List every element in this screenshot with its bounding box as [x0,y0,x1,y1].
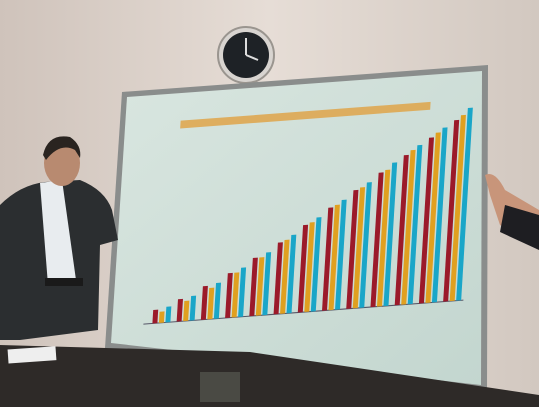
bar [443,119,460,302]
bar [286,234,297,314]
bar [280,239,290,314]
bar [152,309,159,324]
bar [249,257,258,317]
bar [225,272,233,318]
bar [255,257,265,316]
bar [273,242,283,315]
bar [376,169,391,307]
bar [262,252,272,316]
bar [401,149,416,305]
bar [346,189,359,309]
bar [158,311,165,323]
bar [304,222,315,313]
bar [189,295,197,321]
bar [310,217,322,312]
bar [231,272,240,318]
bar [238,267,247,318]
bar [165,306,172,323]
bar [213,282,222,319]
bar [394,154,409,306]
bar [425,132,441,303]
bar [183,300,190,322]
bar [431,127,448,303]
bar [207,287,215,320]
bar [418,137,435,304]
title-scribble [180,101,431,129]
bar [176,298,183,322]
bar [322,207,334,311]
bar [352,187,366,309]
bar [328,204,340,311]
bar [456,107,473,301]
bar [449,114,466,302]
right-hand [485,174,539,250]
table [0,345,539,407]
bar [370,172,384,308]
presenter [0,136,118,340]
bar [407,144,423,305]
bar [335,199,347,310]
wall-clock [217,26,275,84]
bar [359,182,372,308]
bar [383,162,398,307]
board-chart [143,101,473,325]
bar [297,224,309,313]
bar [200,285,208,320]
